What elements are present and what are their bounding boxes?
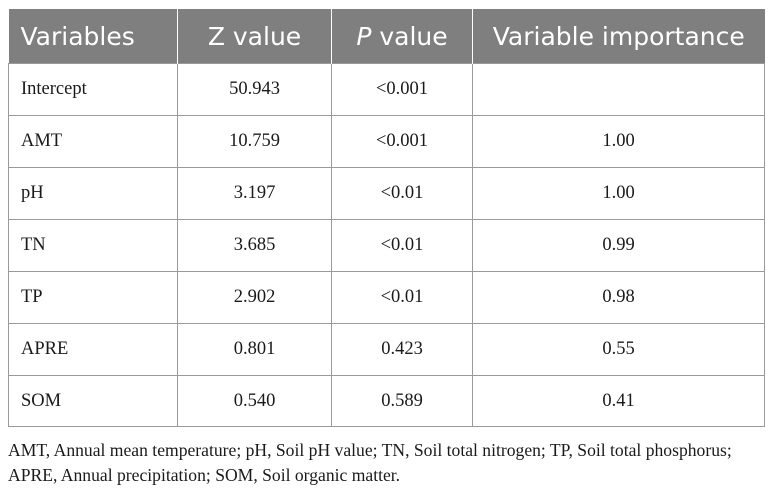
cell-variable: AMT — [8, 115, 178, 168]
cell-z-value: 2.902 — [177, 271, 332, 324]
cell-p-value: 0.589 — [331, 375, 473, 427]
cell-variable: SOM — [8, 375, 178, 427]
cell-variable: APRE — [8, 323, 178, 376]
cell-z-value: 0.801 — [177, 323, 332, 376]
header-variable-importance-label: Variable importance — [492, 21, 745, 51]
cell-p-value: <0.001 — [331, 63, 473, 116]
cell-variable: TN — [8, 219, 178, 272]
data-table-container: Variables Z value P value Variable impor… — [8, 9, 765, 427]
cell-variable: pH — [8, 167, 178, 220]
cell-variable: Intercept — [8, 63, 178, 116]
table-row: TN 3.685 <0.01 0.99 — [8, 219, 765, 272]
table-row: SOM 0.540 0.589 0.41 — [8, 375, 765, 427]
header-row: Variables Z value P value Variable impor… — [8, 9, 765, 64]
table-body: Intercept 50.943 <0.001 AMT 10.759 <0.00… — [8, 63, 765, 427]
header-p-value: P value — [331, 9, 473, 64]
cell-p-value: <0.001 — [331, 115, 473, 168]
header-variables-label: Variables — [20, 21, 135, 51]
header-z-value-label: Z value — [207, 21, 302, 51]
table-footnote: AMT, Annual mean temperature; pH, Soil p… — [8, 440, 732, 485]
cell-p-value: <0.01 — [331, 219, 473, 272]
table-row: APRE 0.801 0.423 0.55 — [8, 323, 765, 376]
cell-variable: TP — [8, 271, 178, 324]
cell-z-value: 50.943 — [177, 63, 332, 116]
header-p-value-label: value — [371, 21, 448, 51]
cell-p-value: <0.01 — [331, 167, 473, 220]
cell-z-value: 3.197 — [177, 167, 332, 220]
cell-z-value: 0.540 — [177, 375, 332, 427]
cell-z-value: 3.685 — [177, 219, 332, 272]
table-row: TP 2.902 <0.01 0.98 — [8, 271, 765, 324]
cell-importance: 0.55 — [472, 323, 765, 376]
table-row: Intercept 50.943 <0.001 — [8, 63, 765, 116]
cell-p-value: 0.423 — [331, 323, 473, 376]
cell-importance — [472, 63, 765, 116]
header-variables: Variables — [8, 9, 178, 64]
cell-importance: 0.41 — [472, 375, 765, 427]
header-z-value: Z value — [177, 9, 332, 64]
cell-importance: 1.00 — [472, 167, 765, 220]
table-row: pH 3.197 <0.01 1.00 — [8, 167, 765, 220]
table-row: AMT 10.759 <0.001 1.00 — [8, 115, 765, 168]
cell-z-value: 10.759 — [177, 115, 332, 168]
cell-p-value: <0.01 — [331, 271, 473, 324]
cell-importance: 0.99 — [472, 219, 765, 272]
table-header: Variables Z value P value Variable impor… — [8, 9, 765, 64]
header-p-italic: P — [356, 21, 372, 51]
cell-importance: 1.00 — [472, 115, 765, 168]
header-variable-importance: Variable importance — [472, 9, 765, 64]
results-table: Variables Z value P value Variable impor… — [8, 9, 765, 427]
cell-importance: 0.98 — [472, 271, 765, 324]
